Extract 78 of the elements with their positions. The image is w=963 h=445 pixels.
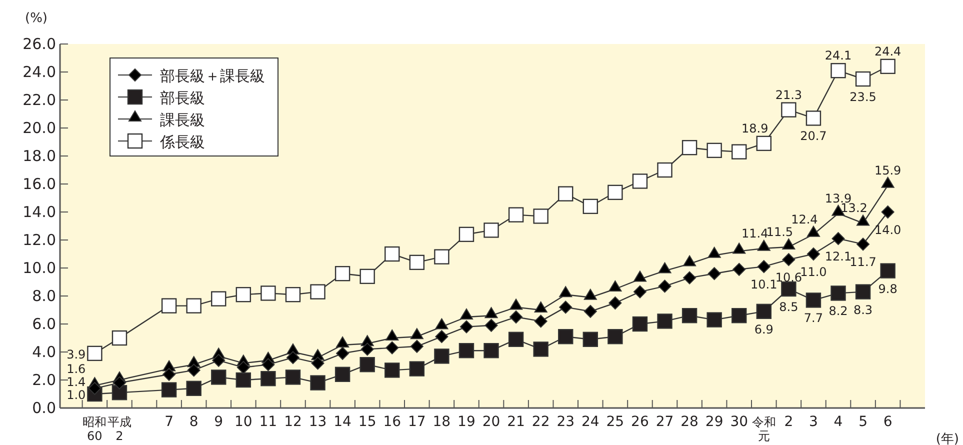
x-tick-label: 15	[358, 414, 376, 430]
x-tick-label: 9	[214, 414, 224, 430]
data-label: 8.5	[779, 300, 798, 314]
x-tick-label: 10	[234, 414, 252, 430]
data-label: 24.4	[874, 44, 902, 58]
data-label: 11.4	[742, 226, 768, 240]
x-tick-label: 令和元	[752, 415, 776, 443]
x-tick-label: 16	[383, 414, 402, 430]
x-tick-label: 14	[334, 414, 352, 430]
x-tick-label: 30	[730, 414, 748, 430]
data-label: 7.7	[804, 311, 824, 326]
y-tick-label: 14.0	[22, 203, 56, 221]
x-tick-label: 29	[705, 414, 724, 430]
x-tick-label: 23	[556, 414, 575, 430]
x-tick-label: 24	[581, 414, 600, 430]
x-tick-label: 18	[432, 414, 451, 430]
x-tick-label: 21	[507, 414, 525, 430]
legend-label: 課長級	[160, 111, 205, 129]
data-label: 6.9	[754, 322, 774, 336]
y-tick-label: 16.0	[22, 175, 56, 193]
legend-label: 部長級	[160, 89, 205, 107]
x-tick-label: 7	[164, 414, 174, 430]
data-label: 21.3	[775, 88, 802, 102]
x-tick-label: 昭和60	[82, 415, 107, 443]
y-tick-label: 2.0	[32, 371, 56, 389]
data-label: 9.8	[878, 282, 898, 296]
data-label: 12.4	[791, 212, 818, 226]
y-tick-label: 0.0	[32, 399, 56, 417]
data-label: 3.9	[66, 347, 86, 362]
x-tick-label: 11	[259, 414, 278, 430]
data-label: 1.0	[66, 388, 86, 402]
data-label: 11.0	[800, 265, 827, 279]
x-tick-label: 20	[482, 414, 500, 430]
x-tick-label: 4	[834, 414, 843, 430]
data-label: 11.7	[850, 255, 876, 270]
data-label: 11.5	[766, 225, 794, 239]
x-tick-label: 2	[784, 414, 794, 430]
data-label: 14.0	[874, 223, 902, 237]
data-label: 20.7	[800, 129, 827, 144]
x-axis-title: (年)	[936, 432, 959, 445]
data-label: 1.6	[66, 362, 86, 376]
y-tick-label: 6.0	[32, 315, 56, 333]
x-tick-label: 6	[883, 414, 892, 430]
data-label: 12.1	[824, 250, 852, 264]
data-label: 1.4	[66, 375, 86, 389]
x-tick-label: 5	[858, 414, 868, 430]
x-tick-label: 3	[809, 414, 818, 430]
x-tick-label: 22	[532, 414, 550, 430]
data-label: 18.9	[742, 121, 768, 136]
y-tick-label: 24.0	[22, 63, 56, 81]
data-label: 15.9	[874, 163, 902, 178]
data-label: 10.1	[750, 278, 778, 292]
y-tick-label: 12.0	[22, 231, 56, 249]
data-label: 23.5	[850, 90, 876, 104]
x-tick-label: 25	[606, 414, 624, 430]
data-label: 24.1	[824, 48, 852, 63]
x-tick-label: 8	[189, 414, 198, 430]
y-tick-label: 26.0	[22, 35, 56, 53]
y-tick-label: 10.0	[22, 259, 56, 277]
x-tick-label: 26	[631, 414, 649, 430]
y-tick-label: 20.0	[22, 119, 56, 137]
y-tick-label: 8.0	[32, 287, 56, 305]
y-axis-title: (%)	[25, 11, 48, 26]
legend-label: 部長級＋課長級	[160, 67, 265, 85]
x-tick-label: 28	[680, 414, 698, 430]
x-tick-label: 12	[284, 414, 302, 430]
x-tick-label: 13	[308, 414, 327, 430]
y-tick-label: 18.0	[22, 147, 56, 165]
data-label: 10.6	[775, 270, 802, 285]
x-tick-label: 17	[408, 414, 426, 430]
data-label: 8.3	[853, 302, 873, 317]
x-tick-label: 27	[656, 414, 674, 430]
y-tick-label: 4.0	[32, 343, 56, 361]
data-label: 8.2	[828, 304, 848, 318]
legend-label: 係長級	[159, 133, 205, 151]
x-tick-label: 19	[458, 414, 476, 430]
y-tick-label: 22.0	[22, 91, 56, 109]
x-tick-label: 平成2	[107, 415, 132, 443]
